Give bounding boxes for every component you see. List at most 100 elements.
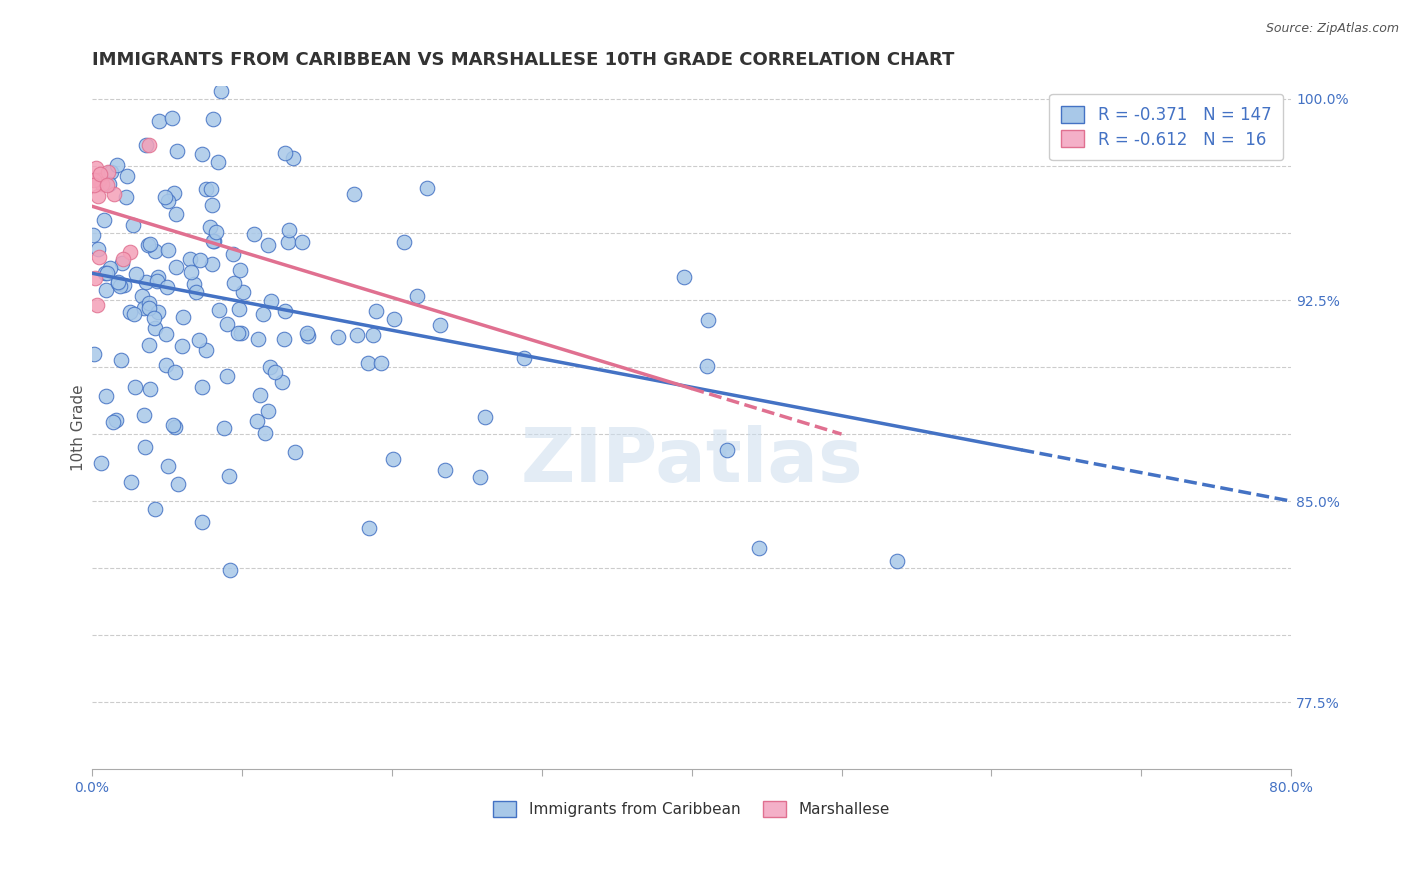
Point bbox=[271, 375, 294, 389]
Point bbox=[105, 412, 128, 426]
Point bbox=[215, 369, 238, 384]
Text: Source: ZipAtlas.com: Source: ZipAtlas.com bbox=[1265, 22, 1399, 36]
Point bbox=[297, 326, 319, 341]
Point bbox=[120, 475, 142, 489]
Point bbox=[207, 154, 229, 169]
Y-axis label: 10th Grade: 10th Grade bbox=[72, 384, 86, 471]
Point bbox=[274, 145, 297, 160]
Point bbox=[166, 144, 188, 158]
Point bbox=[157, 194, 180, 208]
Point bbox=[84, 161, 107, 175]
Point bbox=[416, 181, 439, 195]
Point bbox=[201, 112, 224, 127]
Point bbox=[202, 235, 225, 249]
Point bbox=[343, 186, 366, 201]
Point bbox=[86, 297, 108, 311]
Point bbox=[82, 227, 104, 242]
Point bbox=[135, 275, 157, 289]
Point bbox=[89, 167, 111, 181]
Point bbox=[87, 242, 110, 256]
Point bbox=[180, 265, 202, 279]
Point bbox=[155, 326, 177, 341]
Point bbox=[120, 244, 142, 259]
Point bbox=[243, 227, 266, 241]
Point bbox=[224, 276, 246, 290]
Point bbox=[97, 177, 120, 191]
Point bbox=[228, 302, 250, 317]
Point bbox=[259, 293, 281, 308]
Point bbox=[429, 318, 451, 332]
Point bbox=[370, 356, 392, 370]
Point bbox=[382, 452, 405, 467]
Point bbox=[146, 305, 169, 319]
Point bbox=[107, 275, 129, 289]
Point bbox=[98, 260, 121, 275]
Point bbox=[297, 328, 319, 343]
Point bbox=[115, 189, 138, 203]
Point bbox=[112, 277, 135, 292]
Point bbox=[364, 303, 387, 318]
Point bbox=[87, 188, 110, 202]
Point bbox=[83, 347, 105, 361]
Point bbox=[186, 285, 208, 299]
Point bbox=[97, 165, 120, 179]
Point bbox=[361, 328, 384, 343]
Point bbox=[131, 289, 153, 303]
Point bbox=[83, 173, 105, 187]
Point bbox=[165, 260, 187, 274]
Point bbox=[198, 220, 221, 235]
Point bbox=[201, 198, 224, 212]
Point bbox=[222, 247, 245, 261]
Point bbox=[190, 379, 212, 393]
Point bbox=[167, 477, 190, 491]
Point bbox=[111, 256, 134, 270]
Point bbox=[160, 111, 183, 125]
Point bbox=[346, 328, 368, 343]
Point bbox=[139, 237, 162, 252]
Point bbox=[716, 442, 738, 457]
Point bbox=[231, 326, 253, 340]
Point bbox=[87, 250, 110, 264]
Point bbox=[183, 277, 205, 291]
Point bbox=[148, 113, 170, 128]
Point bbox=[474, 410, 496, 425]
Point bbox=[201, 257, 224, 271]
Point bbox=[138, 301, 160, 315]
Point bbox=[136, 238, 159, 252]
Point bbox=[253, 426, 276, 441]
Point bbox=[155, 358, 177, 372]
Point bbox=[257, 238, 280, 252]
Point bbox=[111, 252, 134, 266]
Point bbox=[120, 305, 142, 319]
Point bbox=[209, 84, 232, 98]
Legend: Immigrants from Caribbean, Marshallese: Immigrants from Caribbean, Marshallese bbox=[488, 795, 896, 823]
Point bbox=[135, 138, 157, 153]
Point bbox=[103, 186, 125, 201]
Point bbox=[217, 317, 239, 331]
Point bbox=[273, 332, 295, 346]
Point bbox=[229, 263, 252, 277]
Point bbox=[382, 311, 405, 326]
Point bbox=[83, 270, 105, 285]
Point bbox=[165, 365, 187, 379]
Point bbox=[513, 351, 536, 366]
Point bbox=[100, 165, 122, 179]
Point bbox=[139, 383, 162, 397]
Point bbox=[163, 186, 186, 200]
Point bbox=[263, 365, 285, 379]
Point bbox=[96, 388, 118, 402]
Point bbox=[138, 296, 160, 310]
Point bbox=[673, 270, 696, 285]
Point bbox=[205, 226, 228, 240]
Point bbox=[156, 280, 179, 294]
Point bbox=[143, 244, 166, 258]
Point bbox=[90, 456, 112, 470]
Point bbox=[163, 420, 186, 434]
Point bbox=[115, 169, 138, 184]
Point bbox=[191, 516, 214, 530]
Point bbox=[124, 380, 146, 394]
Point bbox=[162, 417, 184, 432]
Text: IMMIGRANTS FROM CARIBBEAN VS MARSHALLESE 10TH GRADE CORRELATION CHART: IMMIGRANTS FROM CARIBBEAN VS MARSHALLESE… bbox=[91, 51, 955, 69]
Point bbox=[132, 408, 155, 422]
Point bbox=[284, 445, 307, 459]
